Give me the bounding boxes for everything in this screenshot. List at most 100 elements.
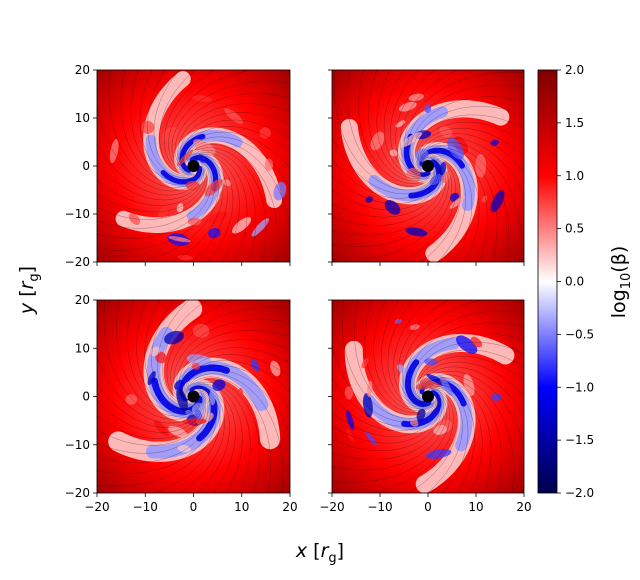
field-streamline (334, 70, 435, 191)
turbulent-patch (441, 170, 451, 184)
x-tick-label: 0 (190, 500, 198, 514)
field-streamline (416, 121, 524, 167)
field-streamline (332, 395, 441, 444)
panel-top-right (328, 69, 525, 266)
field-streamline (399, 70, 458, 174)
field-streamline (419, 361, 524, 397)
field-streamline (372, 389, 454, 493)
turbulent-patch (191, 362, 201, 370)
field-streamline (189, 147, 267, 262)
turbulent-patch (463, 373, 475, 397)
turbulent-patch (405, 227, 428, 237)
turbulent-patch (410, 419, 419, 427)
field-streamline (108, 70, 200, 188)
turbulent-patch (259, 127, 271, 139)
field-streamline (195, 387, 230, 493)
colorbar-tick-label: 0.5 (565, 222, 584, 236)
field-streamline (407, 85, 524, 172)
turbulent-patch (158, 205, 169, 218)
field-streamline (97, 160, 216, 251)
turbulent-patch (147, 371, 156, 386)
x-tick-label: −20 (319, 500, 344, 514)
turbulent-patch (168, 425, 188, 438)
field-streamline (412, 106, 524, 169)
field-streamline (134, 159, 219, 262)
field-streamline (428, 386, 469, 493)
spiral-arm (415, 147, 473, 262)
turbulent-patch (344, 386, 354, 400)
turbulent-patch (470, 336, 483, 348)
field-streamline (332, 377, 436, 427)
colorbar-tick-label: −0.5 (565, 327, 594, 341)
field-streamline (411, 333, 524, 400)
field-streamline (97, 162, 210, 229)
x-tick-label: 10 (234, 500, 249, 514)
field-streamline (187, 373, 284, 493)
turbulent-patch (153, 420, 169, 436)
field-streamline (332, 390, 450, 483)
colorbar-tick-label: 0.0 (565, 275, 584, 289)
field-streamline (97, 165, 206, 213)
field-streamline (421, 370, 524, 450)
field-streamline (178, 339, 290, 399)
field-streamline (420, 137, 524, 196)
spiral-arm (150, 300, 213, 415)
turbulent-patch (168, 236, 191, 243)
colorbar-gradient (537, 69, 558, 494)
spiral-arm (350, 329, 442, 428)
field-streamline (425, 382, 483, 493)
field-streamline (136, 300, 196, 412)
colorbar-tick-label: −1.0 (565, 380, 594, 394)
turbulent-patch (192, 95, 212, 102)
field-streamline (187, 144, 279, 262)
field-streamline (182, 354, 290, 397)
y-tick-label: 0 (82, 390, 90, 404)
field-streamline (354, 300, 433, 416)
y-tick-label: 10 (75, 111, 90, 125)
field-streamline (387, 300, 428, 407)
black-hole (422, 390, 434, 403)
field-streamline (422, 145, 509, 262)
field-streamline (332, 165, 440, 211)
colorbar-tick-label: −1.5 (565, 433, 594, 447)
field-streamline (174, 93, 290, 171)
field-streamline (183, 126, 290, 166)
field-streamline (179, 388, 225, 493)
field-streamline (332, 164, 442, 218)
turbulent-patch (236, 388, 244, 412)
field-streamline (131, 70, 197, 182)
field-streamline (332, 161, 446, 236)
field-streamline (186, 140, 290, 229)
turbulent-patch (155, 351, 167, 364)
field-streamline (426, 152, 480, 262)
field-streamline (194, 155, 234, 262)
field-streamline (147, 70, 194, 178)
field-streamline (332, 159, 453, 260)
field-streamline (398, 300, 449, 404)
turbulent-patch (366, 380, 373, 398)
spiral-arm (403, 105, 520, 177)
field-streamline (403, 72, 524, 173)
field-streamline (414, 114, 524, 168)
colorbar-tick-label: 2.0 (565, 63, 584, 77)
turbulent-patch (194, 409, 202, 420)
field-streamline (429, 156, 466, 262)
field-streamline (398, 158, 457, 262)
turbulent-patch (141, 120, 155, 134)
field-streamline (424, 380, 492, 493)
y-tick-label: 10 (75, 341, 90, 355)
x-tick-label: −20 (84, 500, 109, 514)
turbulent-patch (176, 388, 188, 412)
turbulent-patch (150, 346, 161, 357)
turbulent-patch (185, 410, 193, 416)
field-streamline (410, 96, 524, 171)
field-streamline (406, 310, 524, 403)
turbulent-patch (125, 394, 137, 405)
field-streamline (97, 382, 202, 428)
field-streamline (332, 167, 438, 204)
field-streamline (190, 150, 256, 262)
field-streamline (415, 349, 524, 398)
field-streamline (332, 163, 444, 226)
panel-top-left: 20 10 0 −10 −20 (65, 63, 291, 269)
colorbar-tick-label: 1.0 (565, 169, 584, 183)
